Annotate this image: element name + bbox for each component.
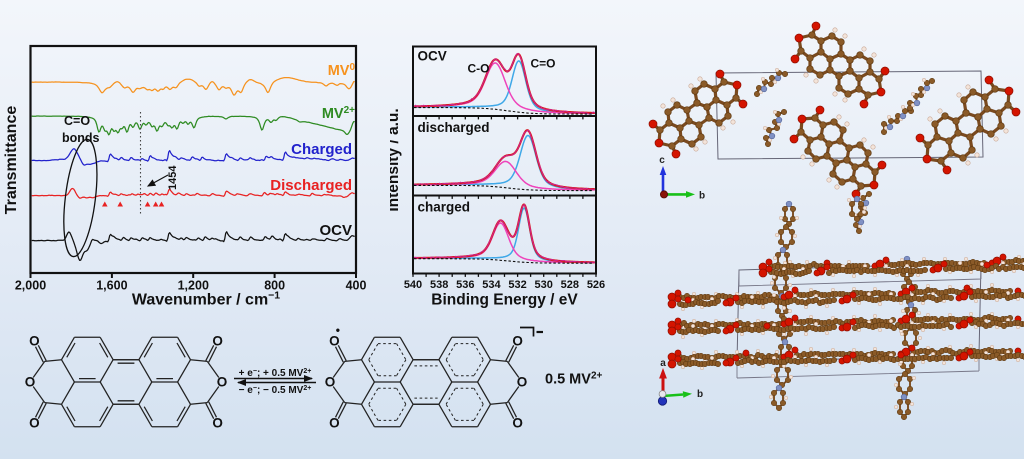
svg-text:Transmittance: Transmittance	[3, 106, 20, 215]
svg-text:O: O	[217, 375, 228, 390]
svg-text:1,200: 1,200	[178, 279, 209, 293]
svg-text:b: b	[699, 191, 705, 202]
svg-text:0.5 MV2+: 0.5 MV2+	[545, 370, 602, 388]
svg-text:1454: 1454	[167, 165, 179, 190]
svg-text:O: O	[29, 334, 40, 349]
svg-text:OCV: OCV	[418, 49, 447, 64]
svg-text:540: 540	[404, 279, 422, 291]
svg-text:534: 534	[482, 279, 501, 291]
svg-text:O: O	[329, 416, 340, 431]
svg-text:•: •	[336, 323, 340, 337]
svg-text:C=O: C=O	[64, 114, 90, 128]
svg-text:O: O	[29, 416, 40, 431]
svg-text:Discharged: Discharged	[270, 177, 352, 194]
svg-text:MV0: MV0	[328, 62, 356, 80]
svg-text:400: 400	[346, 279, 367, 293]
svg-text:2,000: 2,000	[15, 279, 46, 293]
svg-text:536: 536	[456, 279, 474, 291]
svg-text:Charged: Charged	[291, 141, 352, 158]
svg-text:discharged: discharged	[418, 120, 490, 135]
svg-text:O: O	[512, 334, 523, 349]
svg-text:O: O	[325, 375, 336, 390]
svg-text:532: 532	[508, 279, 526, 291]
svg-text:O: O	[517, 375, 528, 390]
svg-text:Wavenumber / cm−1: Wavenumber / cm−1	[132, 290, 280, 309]
svg-text:O: O	[212, 334, 223, 349]
svg-text:O: O	[329, 334, 340, 349]
svg-text:OCV: OCV	[319, 222, 352, 239]
svg-text:charged: charged	[418, 200, 471, 215]
svg-text:b: b	[697, 389, 703, 400]
svg-text:O: O	[512, 416, 523, 431]
svg-text:530: 530	[535, 279, 553, 291]
svg-text:+ e−; + 0.5 MV2+: + e−; + 0.5 MV2+	[239, 368, 312, 380]
svg-text:800: 800	[264, 279, 285, 293]
svg-text:c: c	[659, 155, 665, 166]
svg-text:Binding Energy / eV: Binding Energy / eV	[431, 292, 578, 309]
svg-text:MV2+: MV2+	[322, 105, 355, 123]
svg-text:526: 526	[587, 279, 605, 291]
svg-text:538: 538	[430, 279, 448, 291]
svg-text:O: O	[212, 416, 223, 431]
svg-text:− e−; − 0.5 MV2+: − e−; − 0.5 MV2+	[239, 385, 312, 397]
svg-text:O: O	[25, 375, 36, 390]
svg-text:528: 528	[561, 279, 579, 291]
svg-text:1,600: 1,600	[96, 279, 127, 293]
svg-text:a: a	[660, 358, 666, 369]
svg-text:Intensity / a.u.: Intensity / a.u.	[390, 108, 402, 211]
svg-text:C-O: C-O	[468, 62, 490, 76]
svg-text:C=O: C=O	[531, 57, 556, 71]
